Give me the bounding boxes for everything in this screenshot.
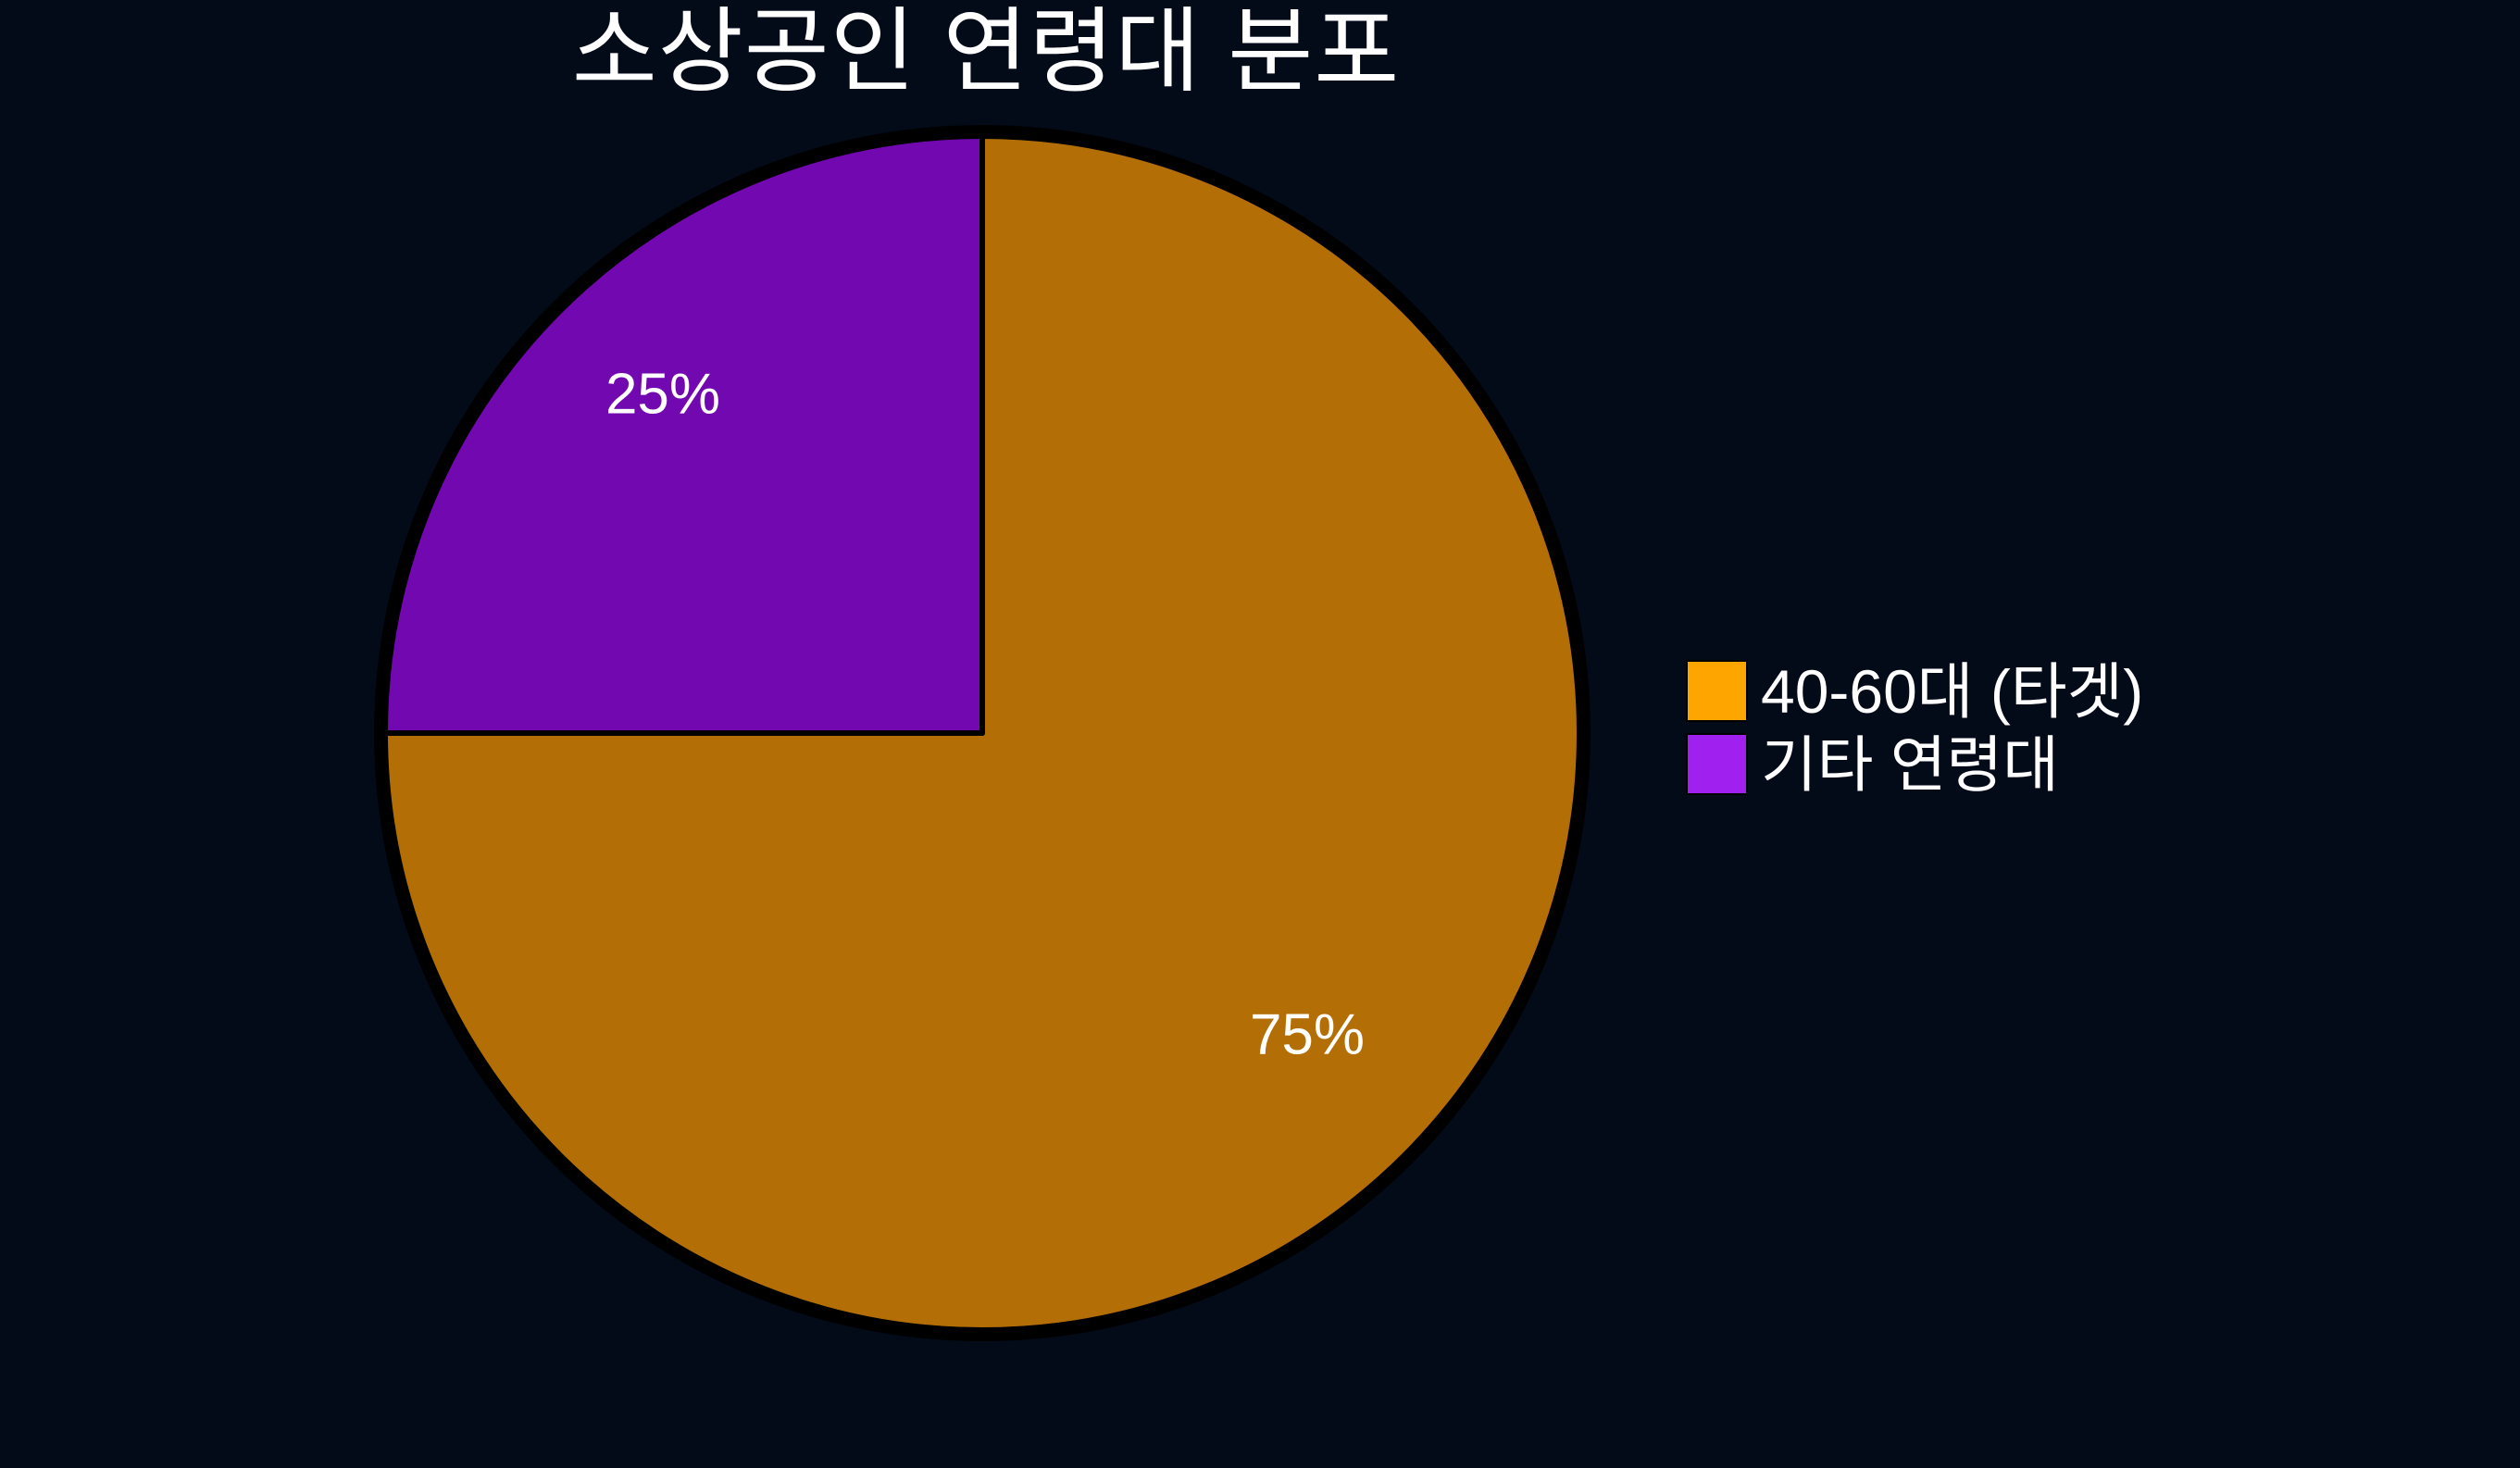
legend-item-40-60-target: 40-60대 (타겟) — [1686, 660, 2143, 722]
pct-label-75: 75% — [1249, 1002, 1366, 1067]
legend-item-other-ages: 기타 연령대 — [1686, 733, 2143, 795]
pct-label-25: 25% — [605, 362, 721, 427]
legend: 40-60대 (타겟) 기타 연령대 — [1686, 660, 2143, 795]
legend-label-40-60-target: 40-60대 (타겟) — [1761, 656, 2144, 726]
pie-slice-other-ages — [382, 133, 985, 736]
legend-swatch-purple — [1686, 733, 1748, 795]
legend-label-other-ages: 기타 연령대 — [1761, 729, 2059, 799]
legend-swatch-orange — [1686, 660, 1748, 722]
chart-title: 소상공인 연령대 분포 — [571, 0, 1401, 104]
